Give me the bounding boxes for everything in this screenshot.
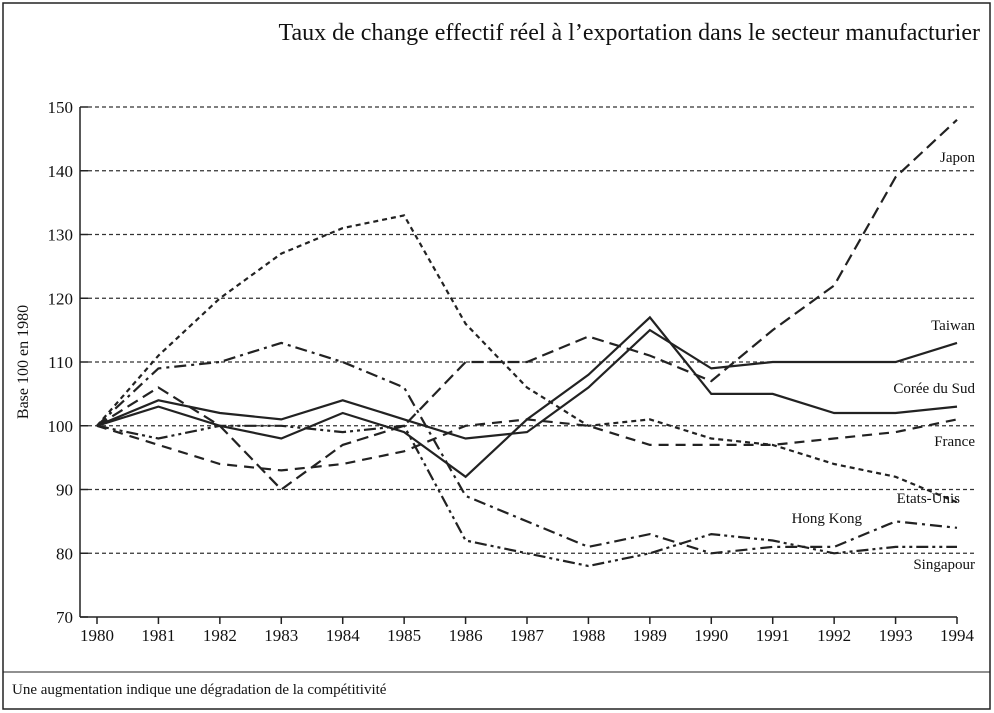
- x-tick-label: 1989: [633, 626, 667, 645]
- x-tick-label: 1983: [264, 626, 298, 645]
- y-tick-label: 130: [48, 226, 74, 245]
- y-tick-label: 100: [48, 417, 74, 436]
- series-line: [96, 214, 958, 504]
- series-label: Hong Kong: [792, 511, 863, 527]
- y-tick-label: 120: [48, 289, 74, 308]
- series-line: [96, 341, 958, 555]
- series-label: France: [934, 434, 975, 450]
- x-tick-label: 1986: [449, 626, 483, 645]
- y-axis-label: Base 100 en 1980: [15, 305, 32, 419]
- x-tick-label: 1985: [387, 626, 421, 645]
- x-tick-label: 1992: [817, 626, 851, 645]
- chart-title: Taux de change effectif réel à l’exporta…: [278, 20, 980, 46]
- x-tick-label: 1991: [756, 626, 790, 645]
- y-tick-label: 70: [56, 608, 73, 627]
- y-tick-label: 80: [56, 544, 73, 563]
- y-tick-label: 90: [56, 481, 73, 500]
- series-line: [96, 424, 957, 568]
- y-tick-label: 150: [48, 98, 74, 117]
- y-tick-label: 140: [48, 162, 74, 181]
- series-label: Singapour: [913, 557, 975, 573]
- x-tick-label: 1981: [141, 626, 175, 645]
- series-label: Japon: [940, 150, 975, 166]
- series-label: Corée du Sud: [893, 381, 975, 397]
- x-tick-label: 1994: [940, 626, 975, 645]
- series-label: Etats-Unis: [897, 491, 960, 507]
- x-tick-label: 1982: [203, 626, 237, 645]
- series-label: Taiwan: [931, 318, 975, 334]
- footnote: Une augmentation indique une dégradation…: [12, 682, 387, 698]
- series-line: [96, 315, 958, 479]
- x-tick-label: 1993: [879, 626, 913, 645]
- x-tick-label: 1987: [510, 626, 545, 645]
- x-tick-label: 1984: [326, 626, 361, 645]
- series-line: [96, 118, 958, 491]
- y-tick-label: 110: [48, 353, 73, 372]
- series-line: [96, 328, 958, 440]
- x-tick-label: 1988: [571, 626, 605, 645]
- x-tick-label: 1980: [80, 626, 114, 645]
- series-line: [96, 418, 958, 472]
- x-tick-label: 1990: [694, 626, 728, 645]
